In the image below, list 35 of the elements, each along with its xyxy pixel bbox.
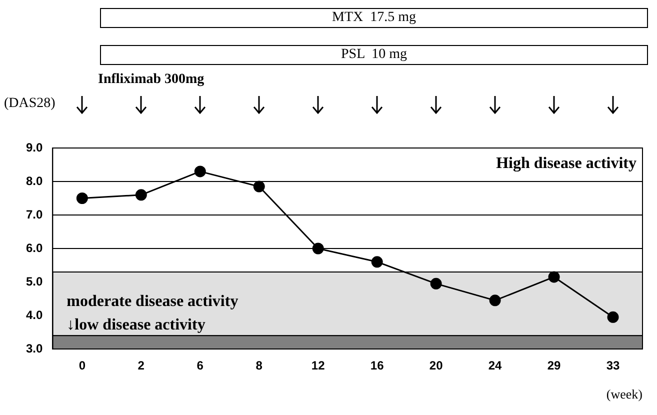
y-tick-label: 7.0 <box>26 207 43 222</box>
point <box>489 294 501 306</box>
x-tick-label: 6 <box>196 358 204 373</box>
x-tick-label: 33 <box>606 358 620 373</box>
y-tick-label: 8.0 <box>26 174 43 188</box>
point <box>607 311 619 323</box>
point <box>430 278 442 290</box>
point <box>548 271 560 283</box>
point <box>194 166 206 178</box>
text: MTX 17.5 mg <box>100 8 648 28</box>
point <box>312 242 324 254</box>
band-label: moderate disease activity <box>66 293 238 310</box>
x-tick-label: 20 <box>429 358 444 373</box>
x-axis-title: (week) <box>606 386 642 402</box>
point <box>135 189 147 201</box>
annotation: High disease activity <box>496 155 636 172</box>
y-tick-label: 5.0 <box>26 274 43 288</box>
y-tick-label: 4.0 <box>26 308 43 322</box>
x-tick-label: 29 <box>547 358 562 373</box>
y-tick-label: 6.0 <box>26 240 43 255</box>
x-tick-label: 12 <box>311 358 326 373</box>
x-tick-label: 2 <box>138 358 145 373</box>
point <box>76 192 88 204</box>
band-label: ↓low disease activity <box>66 316 206 334</box>
y-tick-label: 3.0 <box>26 341 43 356</box>
text: PSL 10 mg <box>100 45 648 65</box>
x-tick-label: 16 <box>370 358 384 373</box>
y-tick-label: 9.0 <box>26 140 43 154</box>
x-tick-label: 8 <box>256 358 263 373</box>
y-axis-title: (DAS28) <box>4 96 56 112</box>
x-tick-label: 24 <box>488 358 502 373</box>
point <box>253 180 265 192</box>
point <box>371 256 383 268</box>
text: Infliximab 300mg <box>98 72 204 88</box>
x-tick-label: 0 <box>78 358 86 373</box>
